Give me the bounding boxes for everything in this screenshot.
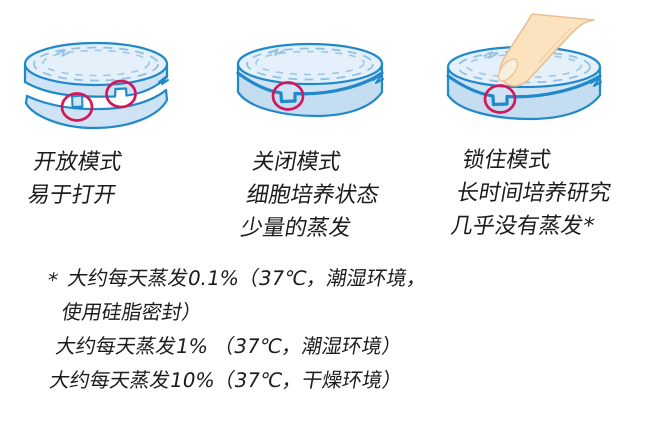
footnote-line: 大约每天蒸发0.1%（37℃，潮湿环境， — [65, 266, 429, 290]
highlight-circle — [60, 92, 94, 122]
finger — [499, 13, 595, 87]
caption-line: 长时间培养研究 — [454, 181, 613, 206]
caption-line: 几乎没有蒸发* — [448, 214, 597, 239]
footnote-line: 使用硅脂密封） — [59, 300, 205, 324]
caption-locked-mode: 锁住模式 长时间培养研究 几乎没有蒸发* — [448, 144, 619, 243]
caption-open-mode: 开放模式 易于打开 — [25, 146, 125, 212]
footnote: * 大约每天蒸发0.1%（37℃，潮湿环境， 使用硅脂密封） 大约每天蒸发1% … — [27, 261, 430, 397]
footnote-line: 大约每天蒸发10%（37℃，干燥环境） — [47, 368, 405, 392]
dish-lid-top — [236, 42, 384, 86]
petri-dish-locked-finger-icon — [446, 13, 602, 121]
highlight-circle — [271, 81, 305, 111]
footnote-marker: * — [45, 268, 60, 292]
caption-line: 细胞培养状态 — [244, 183, 381, 208]
caption-closed-mode: 关闭模式 细胞培养状态 少量的蒸发 — [238, 146, 387, 245]
lid-rim-line — [236, 71, 384, 104]
dish-lid-top — [23, 41, 169, 87]
lid-rim-line — [446, 74, 602, 107]
petri-dish-closed-icon — [236, 42, 384, 118]
lock-tab — [71, 94, 84, 108]
dish-base — [26, 90, 167, 129]
highlight-circle — [483, 84, 517, 114]
caption-line: 开放模式 — [31, 150, 124, 175]
caption-line: 易于打开 — [25, 183, 119, 208]
caption-line: 关闭模式 — [250, 150, 343, 175]
petri-dish-open-icon — [23, 41, 169, 130]
highlight-circle — [105, 79, 137, 109]
footnote-line: 大约每天蒸发1% （37℃，潮湿环境） — [53, 334, 405, 358]
caption-line: 锁住模式 — [460, 148, 553, 173]
caption-line: 少量的蒸发 — [238, 216, 354, 241]
fingernail — [497, 58, 519, 82]
